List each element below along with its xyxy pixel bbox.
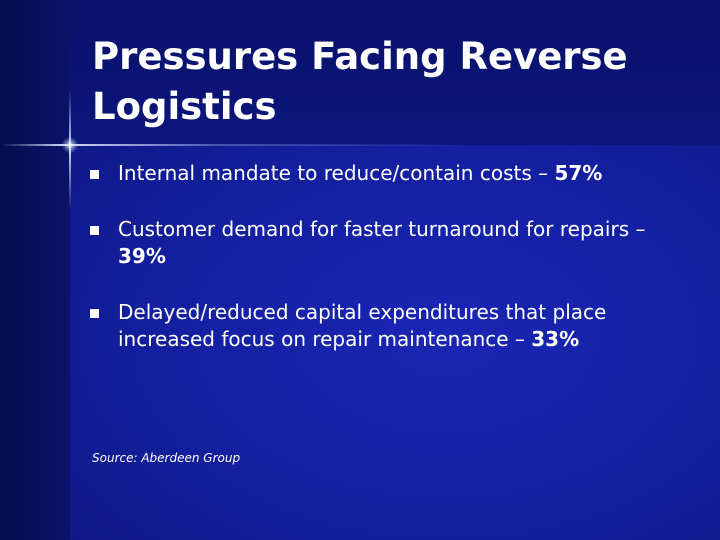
title-decor-band [70,0,720,145]
bullet-percentage: 33% [531,327,580,351]
decor-star-glow [62,137,78,153]
source-citation: Source: Aberdeen Group [92,451,241,465]
bullet-percentage: 39% [118,244,166,268]
bullet-text: Internal mandate to reduce/contain costs… [118,161,555,185]
bullet-item-turnaround: Customer demand for faster turnaround fo… [90,216,690,270]
decor-horizontal-line [0,144,720,146]
left-decor-band [0,0,70,540]
bullet-item-costs: Internal mandate to reduce/contain costs… [90,160,690,187]
bullet-text: Customer demand for faster turnaround fo… [118,217,646,241]
bullet-square-icon [90,226,99,235]
bullet-square-icon [90,309,99,318]
bullet-item-capex: Delayed/reduced capital expenditures tha… [90,299,690,353]
bullet-percentage: 57% [554,161,603,185]
slide-title: Pressures Facing Reverse Logistics [92,35,628,128]
bullet-text: Delayed/reduced capital expenditures tha… [118,300,607,351]
bullet-list: Internal mandate to reduce/contain costs… [90,160,690,382]
bullet-square-icon [90,170,99,179]
